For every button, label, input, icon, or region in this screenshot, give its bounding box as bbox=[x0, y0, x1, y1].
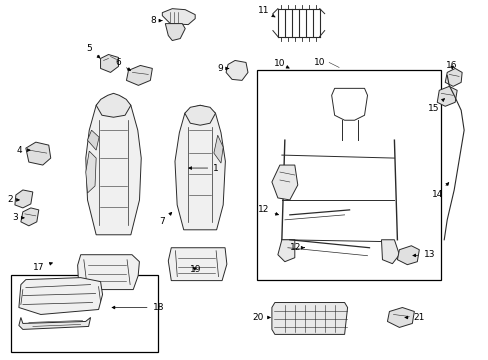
Text: 10: 10 bbox=[274, 59, 288, 68]
Bar bbox=[256, 71, 440, 280]
Polygon shape bbox=[96, 93, 131, 117]
Polygon shape bbox=[101, 54, 118, 72]
Polygon shape bbox=[271, 302, 347, 334]
Polygon shape bbox=[87, 130, 99, 150]
Polygon shape bbox=[175, 105, 225, 230]
Polygon shape bbox=[184, 105, 215, 125]
Polygon shape bbox=[21, 208, 39, 226]
Text: 8: 8 bbox=[150, 16, 162, 25]
Polygon shape bbox=[162, 9, 195, 24]
Polygon shape bbox=[444, 68, 461, 86]
Polygon shape bbox=[397, 246, 419, 265]
Text: 13: 13 bbox=[412, 250, 434, 259]
Polygon shape bbox=[271, 165, 297, 200]
Text: 17: 17 bbox=[33, 262, 52, 272]
Text: 19: 19 bbox=[190, 265, 202, 274]
Text: 4: 4 bbox=[17, 145, 30, 154]
Text: 7: 7 bbox=[159, 212, 171, 226]
Polygon shape bbox=[15, 190, 33, 208]
Polygon shape bbox=[225, 60, 247, 80]
Text: 16: 16 bbox=[446, 61, 457, 70]
Text: 18: 18 bbox=[112, 303, 164, 312]
Polygon shape bbox=[381, 240, 399, 264]
Text: 3: 3 bbox=[12, 213, 24, 222]
Polygon shape bbox=[19, 318, 90, 329]
Text: 20: 20 bbox=[252, 313, 270, 322]
Text: 15: 15 bbox=[427, 99, 444, 113]
Polygon shape bbox=[126, 66, 152, 85]
Text: 2: 2 bbox=[7, 195, 19, 204]
Polygon shape bbox=[213, 135, 223, 163]
Polygon shape bbox=[165, 24, 185, 41]
Polygon shape bbox=[436, 86, 456, 106]
Polygon shape bbox=[168, 248, 226, 280]
Polygon shape bbox=[26, 142, 51, 165]
Text: 12: 12 bbox=[258, 206, 278, 215]
Polygon shape bbox=[78, 255, 139, 289]
Polygon shape bbox=[277, 240, 294, 262]
Text: 21: 21 bbox=[404, 313, 424, 322]
Text: 5: 5 bbox=[86, 44, 100, 58]
Polygon shape bbox=[85, 151, 96, 193]
Polygon shape bbox=[85, 95, 141, 235]
Polygon shape bbox=[386, 307, 413, 328]
Bar bbox=[11, 275, 158, 352]
Text: 9: 9 bbox=[217, 64, 228, 73]
Polygon shape bbox=[19, 278, 102, 315]
Text: 6: 6 bbox=[115, 58, 130, 71]
Text: 1: 1 bbox=[188, 163, 219, 172]
Text: 14: 14 bbox=[431, 183, 448, 199]
Text: 10: 10 bbox=[313, 58, 325, 67]
Text: 12: 12 bbox=[289, 243, 304, 252]
Text: 11: 11 bbox=[258, 6, 274, 17]
